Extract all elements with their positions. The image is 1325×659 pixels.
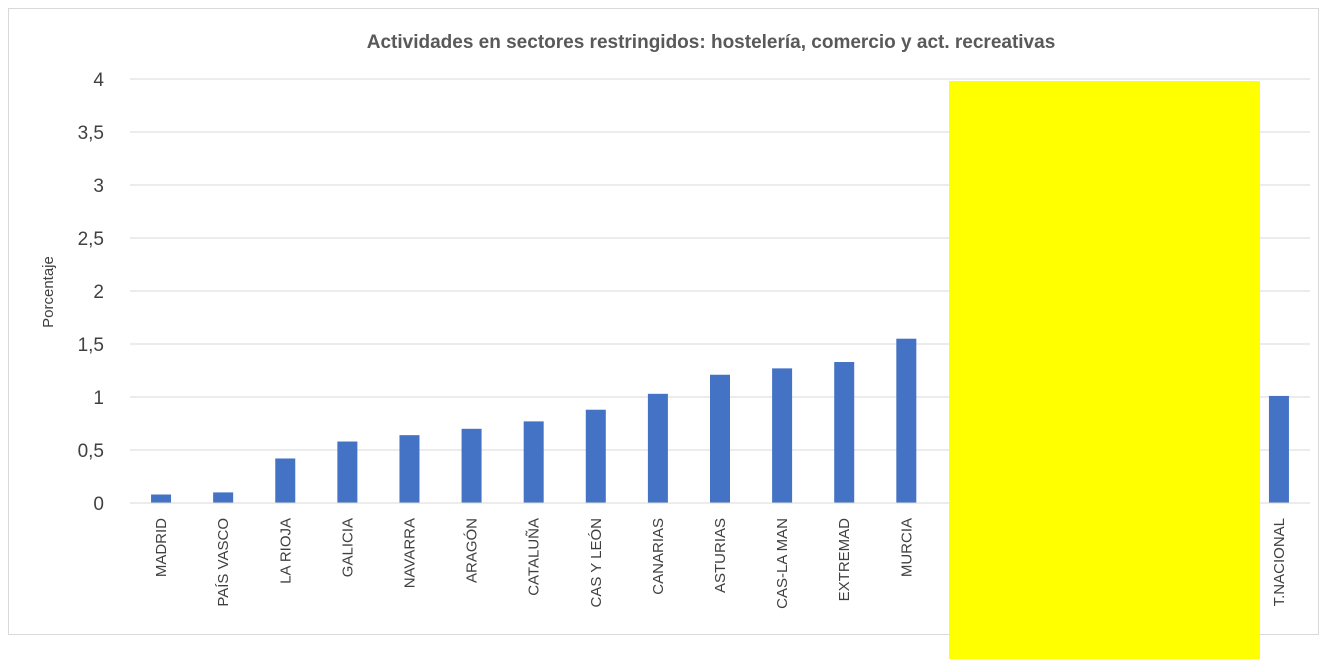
bar	[275, 458, 296, 503]
x-tick-label: ARAGÓN	[464, 518, 481, 583]
bar	[647, 393, 668, 503]
x-tick-label: MADRID	[153, 518, 170, 577]
bar	[710, 374, 730, 503]
y-tick-label: 1,5	[78, 335, 104, 356]
x-tick-label: ASTURIAS	[712, 518, 729, 593]
y-tick-label: 0	[93, 494, 104, 515]
x-tick-label: CATALUÑA	[526, 518, 543, 596]
bar	[834, 362, 855, 503]
x-tick-label: CAS-LA MAN	[774, 518, 791, 609]
y-tick-label: 1	[93, 388, 104, 409]
x-axis-ticks: MADRID PAÍS VASCO LA RIOJA GALICIA NAVARRA AR…	[153, 518, 1288, 609]
x-tick-label: MURCIA	[898, 518, 915, 577]
y-tick-label: 3	[93, 176, 104, 197]
x-tick-label: T.NACIONAL	[1271, 518, 1288, 606]
x-tick-label: LA RIOJA	[277, 518, 294, 584]
y-tick-label: 2,5	[78, 229, 104, 250]
bar	[337, 441, 358, 503]
bar	[1268, 395, 1289, 503]
y-tick-label: 3,5	[78, 123, 104, 144]
bar	[151, 494, 172, 503]
x-tick-label: CAS Y LEÓN	[588, 518, 605, 608]
yellow-highlight-box	[949, 81, 1260, 659]
y-tick-label: 4	[93, 70, 104, 91]
bar	[523, 421, 544, 503]
y-axis-label: Porcentaje	[40, 256, 57, 328]
x-tick-label: CANARIAS	[650, 518, 667, 595]
y-tick-label: 2	[93, 282, 104, 303]
x-tick-label: NAVARRA	[401, 518, 418, 588]
y-axis-ticks: 0 0,5 1 1,5 2 2,5 3 3,5 4	[78, 70, 105, 515]
bar	[585, 409, 606, 503]
bar	[896, 338, 917, 503]
y-tick-label: 0,5	[78, 441, 104, 462]
bar	[772, 368, 793, 503]
x-tick-label: PAÍS VASCO	[215, 518, 232, 607]
bar	[399, 435, 420, 503]
x-tick-label: EXTREMAD	[836, 518, 853, 602]
bar	[213, 492, 234, 503]
chart-frame	[8, 8, 1319, 635]
x-tick-label: GALICIA	[339, 518, 356, 577]
bars	[151, 338, 1289, 503]
chart-title: Actividades en sectores restringidos: ho…	[367, 32, 1056, 53]
bar	[461, 428, 482, 503]
